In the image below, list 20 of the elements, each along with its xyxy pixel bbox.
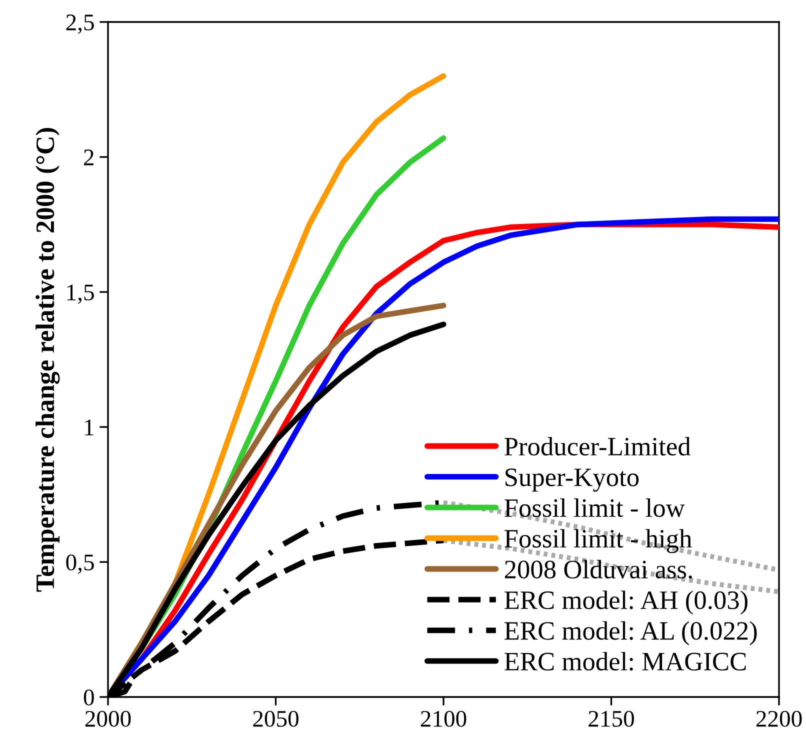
y-axis-title: Temperature change relative to 2000 (°C) — [36, 128, 60, 592]
x-tick-label: 2150 — [588, 710, 634, 727]
x-tick-label: 2200 — [756, 710, 802, 727]
legend-label: Fossil limit - high — [504, 529, 692, 554]
x-tick-label: 2100 — [420, 710, 466, 727]
legend-label: Super-Kyoto — [506, 468, 639, 492]
legend-label: ERC model: AH (0.03) — [504, 590, 748, 615]
y-tick-label: 2,5 — [66, 14, 94, 34]
legend-label: ERC model: MAGICC — [504, 652, 746, 671]
y-tick-label: 0,5 — [66, 554, 94, 574]
y-tick-label: 0 — [84, 689, 94, 706]
x-tick-label: 2000 — [85, 710, 131, 727]
x-tick-label: 2050 — [253, 710, 298, 727]
legend-label: 2008 Olduvai ass. — [504, 560, 692, 579]
legend-label: Fossil limit - low — [504, 498, 685, 518]
y-tick-label: 1 — [85, 420, 94, 436]
y-tick-label: 1,5 — [67, 284, 94, 304]
y-tick-label: 2 — [84, 150, 94, 166]
legend-label: Producer-Limited — [504, 436, 691, 456]
legend-label: ERC model: AL (0.022) — [504, 621, 757, 646]
